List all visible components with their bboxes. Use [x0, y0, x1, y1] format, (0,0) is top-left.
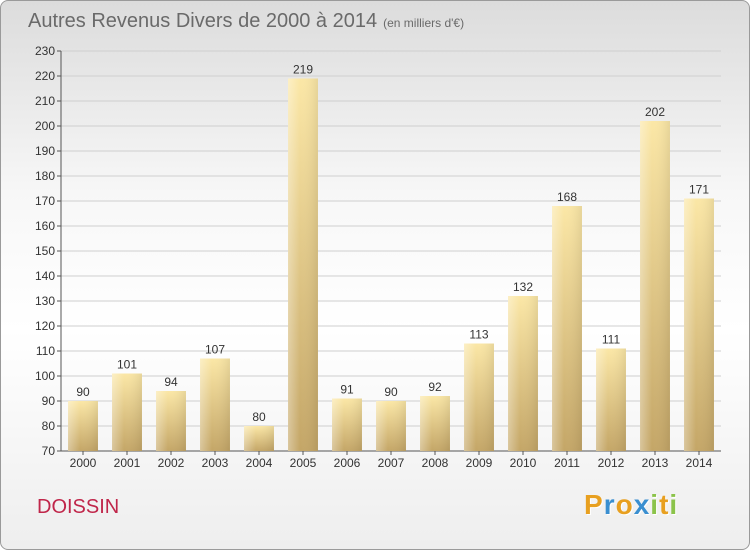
y-tick-label: 130 — [35, 294, 55, 308]
x-tick-label: 2003 — [202, 456, 229, 470]
proxiti-logo: Proxiti — [584, 489, 678, 521]
data-label: 101 — [117, 358, 137, 372]
y-tick-label: 160 — [35, 219, 55, 233]
bar-shade — [640, 121, 670, 451]
chart-title-text: Autres Revenus Divers de 2000 à 2014 — [28, 10, 378, 32]
bar-chart: 7080901001101201301401501601701801902002… — [35, 44, 721, 470]
x-tick-label: 2009 — [466, 456, 493, 470]
bar-shade — [684, 198, 714, 451]
logo-letter: i — [669, 489, 679, 520]
logo-letter: t — [659, 489, 670, 520]
bar-shade — [200, 358, 230, 451]
data-label: 92 — [428, 380, 442, 394]
x-tick-label: 2007 — [378, 456, 405, 470]
data-label: 168 — [557, 190, 577, 204]
data-label: 219 — [293, 63, 313, 77]
y-tick-label: 120 — [35, 319, 55, 333]
data-label: 202 — [645, 105, 665, 119]
bar-shade — [596, 348, 626, 451]
y-tick-label: 100 — [35, 369, 55, 383]
y-tick-label: 150 — [35, 244, 55, 258]
x-tick-label: 2011 — [554, 456, 580, 470]
y-tick-label: 140 — [35, 269, 55, 283]
data-label: 113 — [469, 328, 488, 342]
x-tick-label: 2002 — [158, 456, 185, 470]
logo-letter: o — [615, 489, 634, 520]
x-tick-label: 2013 — [642, 456, 669, 470]
bar-shade — [112, 373, 142, 451]
x-tick-label: 2005 — [290, 456, 317, 470]
x-tick-label: 2001 — [114, 456, 141, 470]
chart-title-unit: (en milliers d'€) — [383, 16, 465, 30]
x-tick-label: 2008 — [422, 456, 449, 470]
y-tick-label: 170 — [35, 194, 55, 208]
bar-shade — [508, 296, 538, 451]
bar-shade — [156, 391, 186, 451]
data-label: 94 — [164, 375, 178, 389]
bar-shade — [552, 206, 582, 451]
x-tick-label: 2010 — [510, 456, 537, 470]
bar-shade — [376, 401, 406, 451]
bar-shade — [68, 401, 98, 451]
y-tick-label: 110 — [36, 344, 55, 358]
data-label: 80 — [252, 410, 266, 424]
data-label: 107 — [205, 343, 225, 357]
data-label: 171 — [689, 183, 709, 197]
y-tick-label: 90 — [42, 394, 56, 408]
y-tick-label: 210 — [35, 94, 55, 108]
data-label: 91 — [340, 383, 354, 397]
y-tick-label: 70 — [42, 444, 56, 458]
x-tick-label: 2014 — [686, 456, 713, 470]
bar-shade — [464, 343, 494, 451]
data-label: 111 — [602, 333, 621, 347]
chart-title: Autres Revenus Divers de 2000 à 2014 (en … — [28, 10, 464, 33]
data-label: 90 — [384, 385, 398, 399]
bar-shade — [244, 426, 274, 451]
x-tick-label: 2006 — [334, 456, 361, 470]
logo-letter: i — [650, 489, 660, 520]
bar-shade — [288, 78, 318, 451]
y-tick-label: 190 — [35, 144, 55, 158]
bar-shade — [332, 398, 362, 451]
y-tick-label: 230 — [35, 44, 55, 58]
x-tick-label: 2000 — [70, 456, 97, 470]
x-tick-label: 2012 — [598, 456, 625, 470]
y-tick-label: 200 — [35, 119, 55, 133]
logo-letter: x — [633, 489, 651, 520]
y-tick-label: 220 — [35, 69, 55, 83]
logo-letter: P — [584, 489, 604, 520]
bars — [68, 78, 714, 451]
logo-letter: r — [603, 489, 616, 520]
commune-name: DOISSIN — [37, 496, 120, 518]
labels: 7080901001101201301401501601701801902002… — [35, 44, 713, 470]
bar-shade — [420, 396, 450, 451]
y-tick-label: 80 — [42, 419, 56, 433]
y-tick-label: 180 — [35, 169, 55, 183]
data-label: 90 — [76, 385, 90, 399]
data-label: 132 — [513, 280, 533, 294]
x-tick-label: 2004 — [246, 456, 273, 470]
